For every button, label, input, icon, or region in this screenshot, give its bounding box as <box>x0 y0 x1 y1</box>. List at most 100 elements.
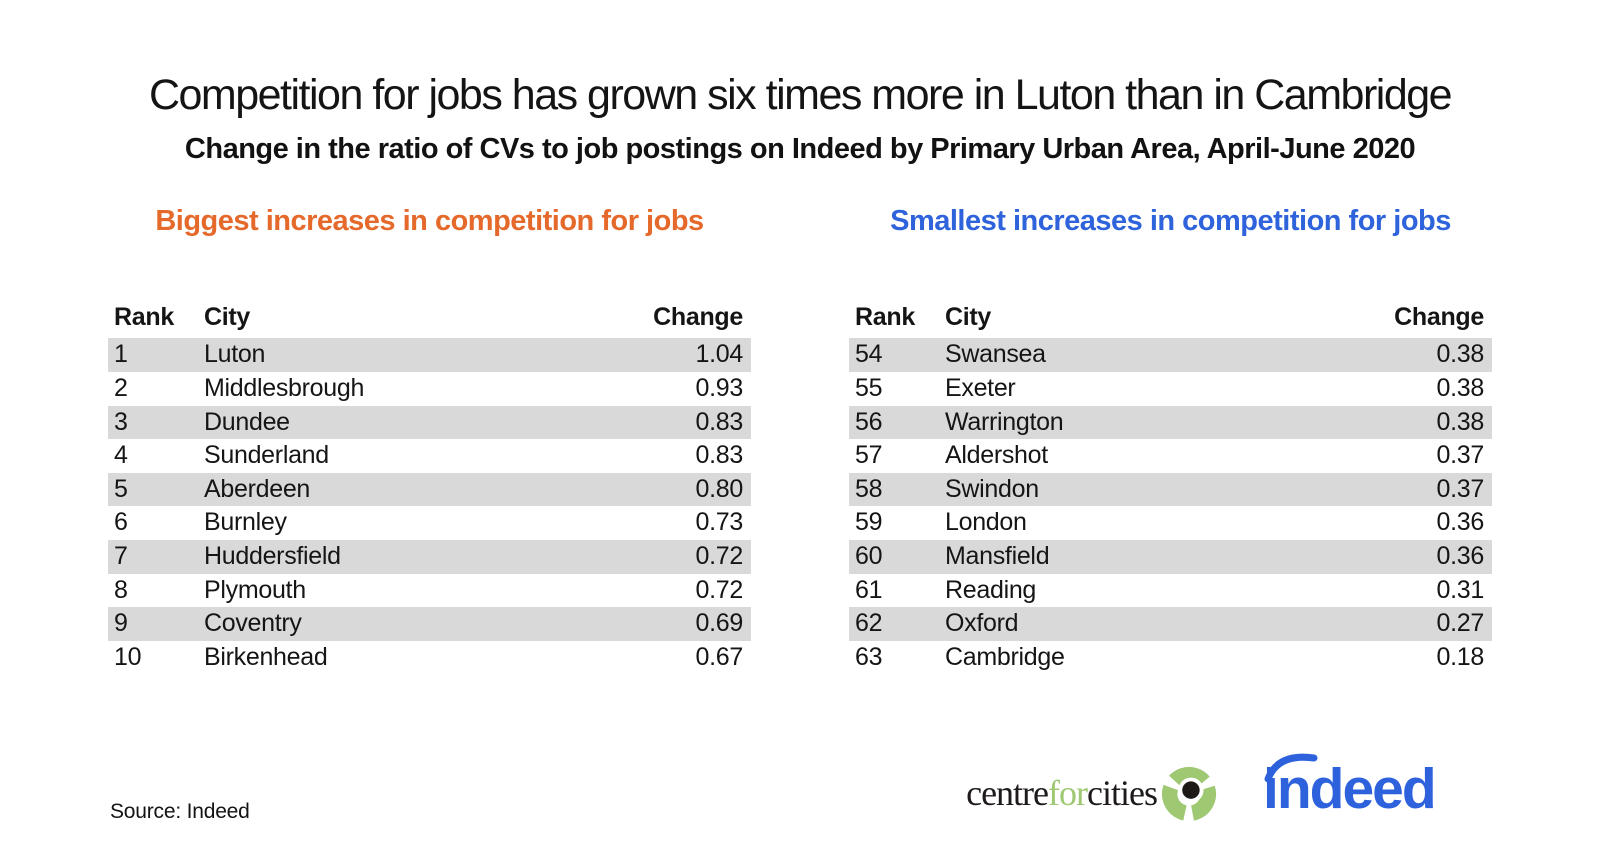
rank-cell: 2 <box>114 374 128 403</box>
rank-cell: 3 <box>114 407 128 436</box>
city-cell: Cambridge <box>945 642 1065 671</box>
change-cell: 0.67 <box>695 642 744 671</box>
change-column-header: Change <box>653 303 743 332</box>
table-row: 2 Middlesbrough 0.93 <box>108 372 751 406</box>
city-cell: Plymouth <box>204 575 306 604</box>
table-body: 54 Swansea 0.38 55 Exeter 0.38 56 Warrin… <box>849 338 1492 674</box>
city-cell: Burnley <box>204 508 287 537</box>
change-cell: 0.31 <box>1436 575 1485 604</box>
change-cell: 0.93 <box>695 374 744 403</box>
indeed-wordmark: indeed <box>1263 753 1437 821</box>
change-cell: 0.83 <box>695 407 744 436</box>
rank-cell: 54 <box>855 340 883 369</box>
change-cell: 0.83 <box>695 441 744 470</box>
rank-cell: 58 <box>855 474 883 503</box>
biggest-increases-section: Biggest increases in competition for job… <box>108 205 751 674</box>
rank-column-header: Rank <box>114 303 174 332</box>
city-cell: Coventry <box>204 609 302 638</box>
city-cell: Aberdeen <box>204 474 311 503</box>
table-row: 9 Coventry 0.69 <box>108 607 751 641</box>
rank-cell: 1 <box>114 340 128 369</box>
rank-cell: 59 <box>855 508 883 537</box>
city-cell: Luton <box>204 340 266 369</box>
change-cell: 0.37 <box>1436 441 1485 470</box>
change-cell: 0.38 <box>1436 374 1485 403</box>
city-cell: Swansea <box>945 340 1046 369</box>
city-cell: Middlesbrough <box>204 374 365 403</box>
change-cell: 0.18 <box>1436 642 1485 671</box>
change-cell: 0.36 <box>1436 542 1485 570</box>
change-cell: 0.37 <box>1436 474 1485 503</box>
cfc-wordmark-centre: centre <box>966 773 1049 813</box>
table-row: 63 Cambridge 0.18 <box>849 641 1492 675</box>
table-row: 56 Warrington 0.38 <box>849 405 1492 440</box>
table-row: 59 London 0.36 <box>849 506 1492 540</box>
city-cell: Reading <box>945 575 1037 604</box>
change-cell: 0.69 <box>695 609 744 638</box>
cfc-wordmark-cities: cities <box>1087 773 1158 813</box>
rank-cell: 7 <box>114 542 128 570</box>
table-row: 4 Sunderland 0.83 <box>108 439 751 473</box>
rank-cell: 9 <box>114 609 128 638</box>
change-cell: 0.36 <box>1436 508 1485 537</box>
rank-cell: 6 <box>114 508 128 537</box>
smallest-increases-heading: Smallest increases in competition for jo… <box>890 205 1451 238</box>
city-cell: Huddersfield <box>204 542 341 570</box>
rank-cell: 4 <box>114 441 128 470</box>
rank-column-header: Rank <box>855 303 915 332</box>
source-note: Source: Indeed <box>110 800 250 823</box>
city-cell: London <box>945 508 1027 537</box>
table-row: 10 Birkenhead 0.67 <box>108 641 751 675</box>
indeed-wordmark-text: indeed <box>1263 757 1435 816</box>
table-row: 55 Exeter 0.38 <box>849 372 1492 406</box>
rank-cell: 61 <box>855 575 883 604</box>
rank-cell: 5 <box>114 474 128 503</box>
rank-cell: 63 <box>855 642 883 671</box>
page-title: Competition for jobs has grown six times… <box>148 71 1453 119</box>
table-row: 61 Reading 0.31 <box>849 574 1492 608</box>
table-row: 3 Dundee 0.83 <box>108 405 751 440</box>
rank-cell: 60 <box>855 542 883 570</box>
table-row: 57 Aldershot 0.37 <box>849 439 1492 473</box>
city-cell: Aldershot <box>945 441 1048 470</box>
change-cell: 0.38 <box>1436 407 1485 436</box>
city-cell: Warrington <box>945 407 1064 436</box>
table-row: 7 Huddersfield 0.72 <box>108 540 751 574</box>
centreforcities-logo: centre for cities <box>966 753 1218 822</box>
change-cell: 0.80 <box>695 474 744 503</box>
indeed-swoosh-icon <box>1264 753 1318 783</box>
city-cell: Sunderland <box>204 441 329 470</box>
change-cell: 0.38 <box>1436 340 1485 369</box>
table-row: 6 Burnley 0.73 <box>108 506 751 540</box>
pinwheel-icon <box>1161 766 1217 822</box>
rank-cell: 55 <box>855 374 883 403</box>
change-cell: 0.73 <box>695 508 744 537</box>
smallest-increases-section: Smallest increases in competition for jo… <box>849 205 1492 674</box>
tables-container: Biggest increases in competition for job… <box>0 205 1600 674</box>
smallest-increases-table: Rank City Change 54 Swansea 0.38 55 Exet… <box>849 302 1492 674</box>
change-cell: 0.27 <box>1436 609 1485 638</box>
table-row: 54 Swansea 0.38 <box>849 338 1492 373</box>
city-cell: Oxford <box>945 609 1019 638</box>
city-cell: Birkenhead <box>204 642 328 671</box>
table-header-row: Rank City Change <box>849 302 1492 332</box>
city-cell: Exeter <box>945 374 1016 403</box>
table-row: 1 Luton 1.04 <box>108 338 751 373</box>
change-cell: 0.72 <box>695 575 744 604</box>
table-row: 58 Swindon 0.37 <box>849 472 1492 507</box>
indeed-logo: indeed <box>1262 742 1458 821</box>
page-subtitle: Change in the ratio of CVs to job postin… <box>184 133 1416 166</box>
rank-cell: 56 <box>855 407 883 436</box>
rank-cell: 10 <box>114 642 142 671</box>
table-row: 5 Aberdeen 0.80 <box>108 472 751 507</box>
table-row: 62 Oxford 0.27 <box>849 607 1492 641</box>
city-cell: Dundee <box>204 407 290 436</box>
table-row: 8 Plymouth 0.72 <box>108 574 751 608</box>
biggest-increases-table: Rank City Change 1 Luton 1.04 2 Middlesb… <box>108 302 751 674</box>
city-cell: Mansfield <box>945 542 1050 570</box>
rank-cell: 8 <box>114 575 128 604</box>
cfc-wordmark-for: for <box>1048 773 1088 813</box>
change-cell: 1.04 <box>695 340 744 369</box>
table-body: 1 Luton 1.04 2 Middlesbrough 0.93 3 Dund… <box>108 338 751 674</box>
